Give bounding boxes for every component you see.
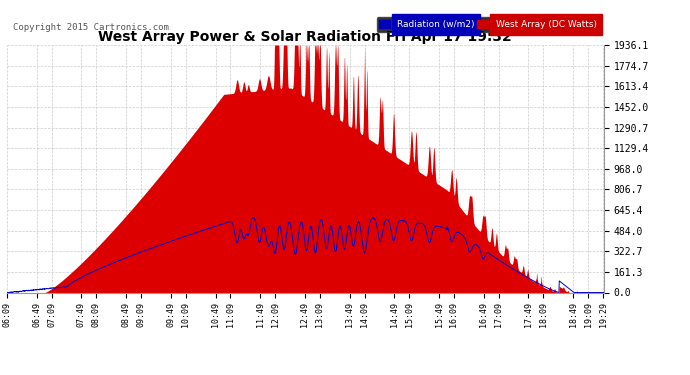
- Title: West Array Power & Solar Radiation Fri Apr 17 19:32: West Array Power & Solar Radiation Fri A…: [99, 30, 512, 44]
- Legend: Radiation (w/m2), West Array (DC Watts): Radiation (w/m2), West Array (DC Watts): [377, 17, 599, 32]
- Text: Copyright 2015 Cartronics.com: Copyright 2015 Cartronics.com: [13, 23, 169, 32]
